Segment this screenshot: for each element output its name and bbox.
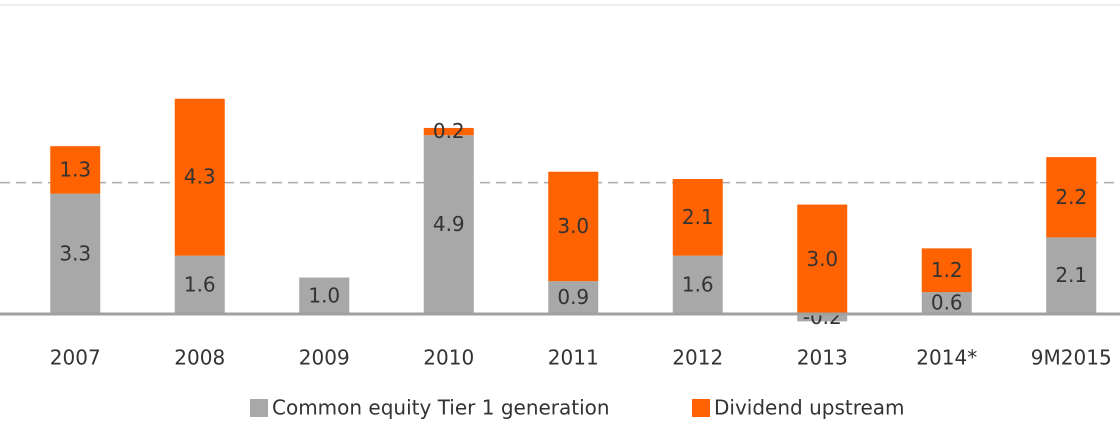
value-label: 0.2 [433,119,465,143]
value-label: 2.2 [1055,185,1087,209]
value-label: 1.3 [59,157,91,181]
x-tick-label: 2013 [797,346,848,370]
bar-segment [672,179,723,256]
bar-segment [423,135,474,315]
value-label: 0.6 [931,291,963,315]
x-tick-label: 2014* [916,346,977,370]
bar-segment [921,248,972,293]
bar-segment [174,255,225,315]
legend-swatch [692,399,710,417]
bar-segment [423,127,474,136]
bar-segment [50,146,101,194]
bar-segment [797,314,848,322]
x-tick-label: 2011 [548,346,599,370]
x-tick-label: 2007 [50,346,101,370]
bar-segment [50,193,101,315]
legend-label: Common equity Tier 1 generation [272,396,610,420]
bar-segment [921,292,972,315]
legend-swatch [250,399,268,417]
value-label: 4.3 [184,165,216,189]
value-label: 1.2 [931,258,963,282]
bar-segment [1046,157,1097,238]
value-label: 1.0 [308,283,340,307]
x-tick-label: 2012 [672,346,723,370]
bar-segment [299,277,350,315]
value-label: 2.1 [1055,263,1087,287]
value-label: 1.6 [682,272,714,296]
value-label: 3.0 [557,214,589,238]
bar-segment [672,255,723,315]
value-label: 0.9 [557,285,589,309]
x-tick-label: 2009 [299,346,350,370]
x-tick-label: 2008 [174,346,225,370]
bar-segment [797,204,848,315]
bar-segment [548,171,599,282]
legend-label: Dividend upstream [714,396,905,420]
value-label: 1.6 [184,272,216,296]
bar-segment [548,281,599,315]
bar-segment [1046,237,1097,315]
x-tick-label: 2010 [423,346,474,370]
bar-segment [174,98,225,256]
value-label: 2.1 [682,205,714,229]
value-label: 4.9 [433,212,465,236]
value-label: 3.0 [806,247,838,271]
value-label: 3.3 [59,241,91,265]
x-tick-label: 9M2015 [1031,346,1112,370]
